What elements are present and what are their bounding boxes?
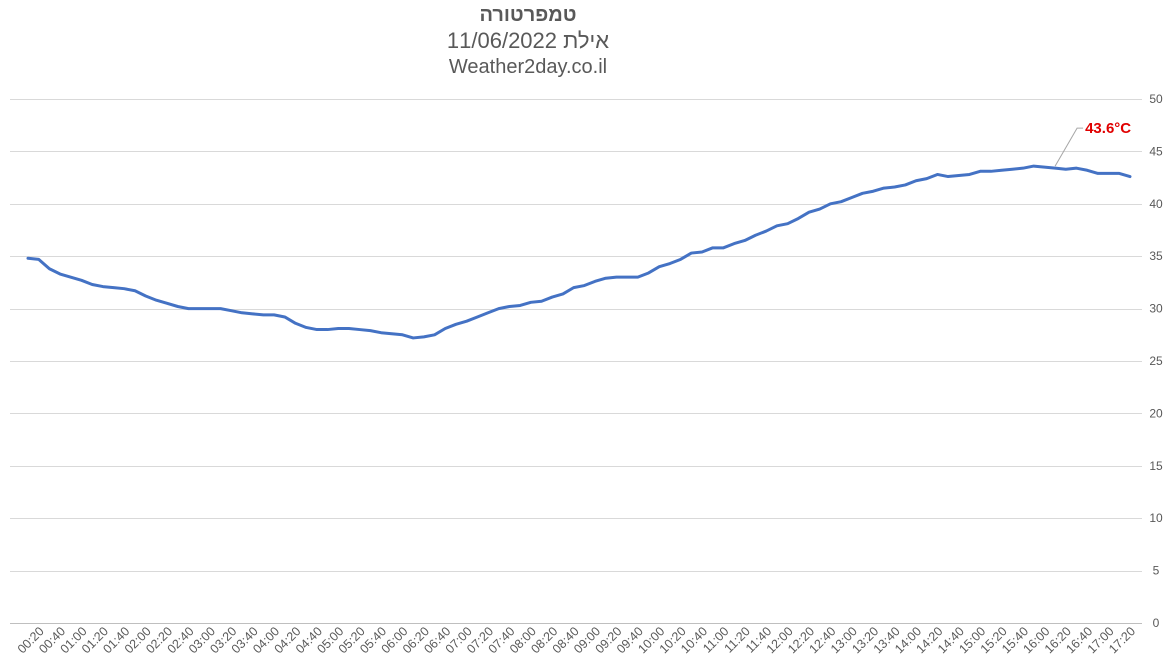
chart-source: Weather2day.co.il — [448, 56, 608, 78]
y-tick-label: 0 — [1153, 616, 1160, 630]
y-tick-label: 10 — [1149, 511, 1163, 525]
peak-annotation: 43.6°C — [1054, 120, 1131, 167]
y-tick-label: 35 — [1149, 249, 1163, 263]
y-axis-tick-labels: 0 5 10 15 20 25 30 35 40 45 50 — [1149, 92, 1163, 630]
y-tick-label: 25 — [1149, 354, 1163, 368]
y-tick-label: 45 — [1149, 144, 1163, 158]
y-tick-label: 5 — [1153, 564, 1160, 578]
annotation-leader-line — [1054, 127, 1084, 167]
chart-subtitle: אילת 11/06/2022 — [446, 28, 610, 53]
y-tick-label: 20 — [1149, 406, 1163, 420]
temperature-line — [26, 164, 1132, 340]
chart-title: טמפרטורה — [479, 4, 577, 26]
y-tick-label: 15 — [1149, 459, 1163, 473]
x-axis-tick-labels: 00:2000:4001:0001:2001:4002:0002:2002:40… — [15, 624, 1138, 656]
y-tick-label: 40 — [1149, 197, 1163, 211]
y-tick-label: 30 — [1149, 302, 1163, 316]
gridlines — [10, 99, 1142, 624]
y-tick-label: 50 — [1149, 92, 1163, 106]
temperature-series — [26, 164, 1132, 340]
peak-value-label: 43.6°C — [1085, 120, 1131, 137]
